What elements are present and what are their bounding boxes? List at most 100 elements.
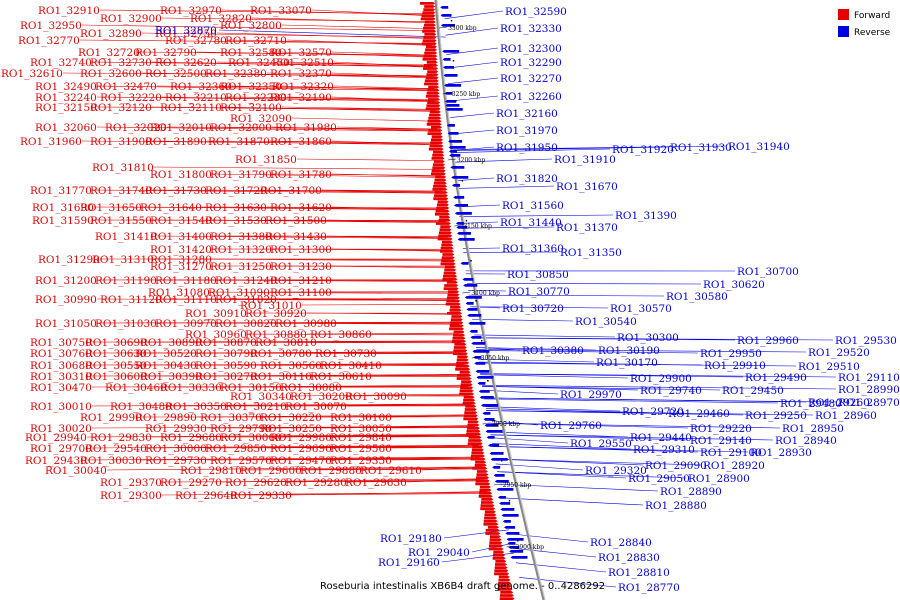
forward-gene-label: RO1_31120 bbox=[100, 294, 162, 306]
reverse-feature-arrow bbox=[445, 104, 460, 107]
forward-feature-arrow bbox=[434, 178, 447, 182]
forward-connector-line bbox=[141, 206, 445, 211]
forward-feature-arrow bbox=[449, 327, 465, 331]
forward-gene-label: RO1_31800 bbox=[150, 169, 212, 181]
legend-swatch-reverse bbox=[838, 26, 849, 37]
forward-gene-label: RO1_29830 bbox=[90, 432, 152, 444]
reverse-feature-arrow bbox=[451, 176, 469, 179]
reverse-connector-line bbox=[476, 350, 699, 354]
reverse-feature-arrow bbox=[454, 204, 469, 207]
forward-feature-arrow bbox=[475, 479, 490, 483]
forward-connector-line bbox=[91, 403, 472, 407]
feature-marker bbox=[480, 340, 483, 342]
forward-gene-label: RO1_31030 bbox=[95, 318, 157, 330]
forward-connector-line bbox=[91, 444, 479, 449]
forward-feature-arrow bbox=[420, 2, 436, 5]
forward-connector-line bbox=[211, 219, 446, 223]
forward-connector-line bbox=[91, 189, 443, 194]
forward-connector-line bbox=[96, 85, 435, 92]
reverse-connector-line bbox=[484, 398, 779, 404]
reverse-feature-arrow bbox=[440, 24, 455, 27]
forward-feature-arrow bbox=[446, 299, 461, 303]
kbp-tick-label: 3100 kbp bbox=[471, 290, 500, 297]
forward-connector-line bbox=[331, 173, 442, 177]
forward-gene-label: RO1_31640 bbox=[140, 202, 202, 214]
forward-gene-label: RO1_31270 bbox=[150, 261, 212, 273]
forward-gene-label: RO1_29850 bbox=[205, 443, 267, 455]
reverse-connector-line bbox=[486, 410, 814, 416]
forward-gene-label: RO1_30080 bbox=[280, 382, 342, 394]
reverse-gene-label: RO1_29100 bbox=[700, 447, 762, 459]
forward-feature-arrow bbox=[472, 467, 488, 470]
forward-feature-arrow bbox=[449, 308, 462, 312]
forward-feature-arrow bbox=[428, 116, 442, 120]
forward-connector-line bbox=[79, 39, 432, 44]
reverse-gene-label: RO1_31820 bbox=[496, 173, 558, 185]
forward-gene-label: RO1_30030 bbox=[80, 455, 142, 467]
forward-gene-label: RO1_30210 bbox=[225, 401, 287, 413]
reverse-feature-arrow bbox=[494, 480, 509, 483]
reverse-connector-line bbox=[474, 337, 834, 341]
forward-gene-label: RO1_31420 bbox=[150, 244, 212, 256]
forward-gene-label: RO1_29930 bbox=[145, 423, 207, 435]
forward-connector-line bbox=[211, 173, 442, 178]
forward-feature-arrow bbox=[450, 321, 464, 325]
forward-gene-label: RO1_30110 bbox=[250, 371, 312, 383]
forward-gene-label: RO1_30760 bbox=[30, 348, 92, 360]
forward-gene-label: RO1_30880 bbox=[245, 329, 307, 341]
forward-feature-arrow bbox=[430, 141, 444, 145]
reverse-gene-label: RO1_29110 bbox=[838, 372, 900, 384]
forward-feature-arrow bbox=[454, 343, 467, 346]
reverse-gene-label: RO1_29950 bbox=[700, 348, 762, 360]
forward-feature-arrow bbox=[479, 485, 491, 489]
forward-feature-arrow bbox=[459, 370, 471, 374]
forward-connector-line bbox=[286, 96, 436, 101]
forward-feature-arrow bbox=[452, 336, 466, 340]
forward-connector-line bbox=[321, 426, 475, 429]
forward-connector-line bbox=[211, 258, 451, 262]
forward-feature-arrow bbox=[433, 184, 448, 188]
forward-feature-arrow bbox=[424, 82, 440, 86]
forward-gene-label: RO1_32890 bbox=[80, 28, 142, 40]
forward-gene-label: RO1_30310 bbox=[30, 371, 92, 383]
forward-feature-arrow bbox=[461, 380, 473, 383]
forward-connector-line bbox=[236, 493, 488, 496]
forward-connector-line bbox=[376, 351, 463, 354]
reverse-feature-arrow bbox=[496, 488, 514, 491]
forward-gene-label: RO1_30010 bbox=[30, 401, 92, 413]
forward-feature-arrow bbox=[453, 349, 468, 352]
forward-gene-label: RO1_30070 bbox=[285, 401, 347, 413]
forward-gene-label: RO1_31550 bbox=[90, 215, 152, 227]
feature-marker bbox=[501, 460, 503, 462]
reverse-gene-label: RO1_29520 bbox=[808, 347, 870, 359]
forward-connector-line bbox=[306, 312, 458, 315]
forward-connector-line bbox=[266, 206, 445, 210]
forward-gene-label: RO1_32470 bbox=[95, 81, 157, 93]
forward-feature-arrow bbox=[427, 70, 439, 73]
reverse-gene-label: RO1_31970 bbox=[496, 125, 558, 137]
reverse-connector-line bbox=[494, 458, 702, 466]
reverse-gene-label: RO1_31370 bbox=[556, 222, 618, 234]
reverse-feature-arrow bbox=[443, 66, 455, 69]
forward-feature-arrow bbox=[479, 491, 493, 495]
forward-gene-label: RO1_32020 bbox=[105, 122, 167, 134]
reverse-feature-arrow bbox=[464, 296, 482, 299]
forward-feature-arrow bbox=[475, 482, 491, 486]
reverse-feature-arrow bbox=[476, 376, 494, 379]
forward-connector-line bbox=[156, 235, 448, 239]
forward-gene-label: RO1_30790 bbox=[195, 348, 257, 360]
forward-feature-arrow bbox=[422, 57, 438, 61]
forward-feature-arrow bbox=[432, 153, 445, 157]
forward-gene-label: RO1_30150 bbox=[220, 382, 282, 394]
forward-gene-label: RO1_30550 bbox=[85, 360, 147, 372]
reverse-gene-label: RO1_29040 bbox=[408, 547, 470, 559]
reverse-gene-label: RO1_29970 bbox=[560, 389, 622, 401]
kbp-tick bbox=[506, 545, 515, 548]
forward-connector-line bbox=[331, 206, 445, 211]
forward-connector-line bbox=[196, 51, 433, 57]
forward-gene-label: RO1_31100 bbox=[270, 287, 332, 299]
forward-feature-arrow bbox=[424, 5, 436, 8]
reverse-gene-label: RO1_28900 bbox=[688, 473, 750, 485]
reverse-connector-line bbox=[451, 129, 495, 135]
forward-gene-label: RO1_32580 bbox=[220, 47, 282, 59]
